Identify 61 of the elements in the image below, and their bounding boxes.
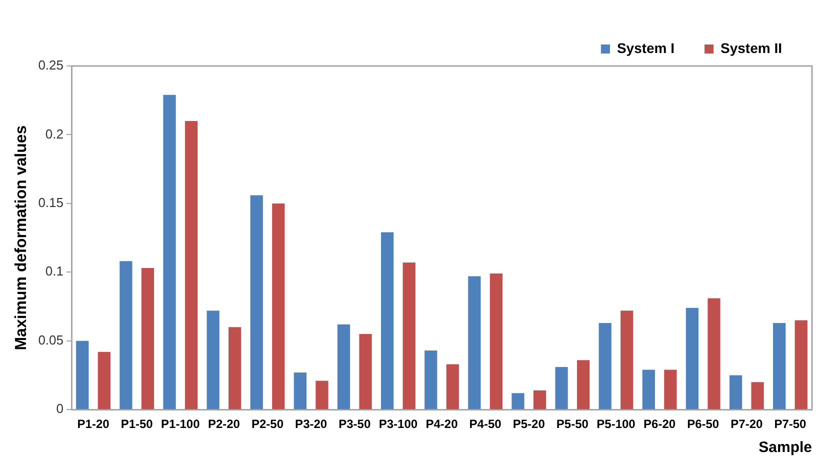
x-tick-label: P6-50 (687, 417, 720, 432)
x-tick-label: P2-20 (208, 417, 240, 432)
x-tick-label: P4-20 (426, 417, 458, 432)
bar (512, 393, 524, 410)
x-tick-label: P7-50 (774, 417, 807, 432)
y-tick-label: 0.2 (45, 126, 64, 142)
y-tick-label: 0.1 (45, 264, 64, 279)
x-axis-title: Sample (758, 439, 812, 456)
x-tick-label: P3-100 (378, 417, 418, 432)
bar (555, 366, 568, 410)
bar (708, 298, 720, 410)
x-tick-label: P6-20 (644, 417, 676, 432)
x-tick-label: P2-50 (252, 417, 284, 432)
bar (184, 120, 198, 410)
bar (490, 274, 503, 410)
x-tick-label: P5-100 (596, 417, 636, 432)
x-tick-label: P1-100 (161, 417, 200, 432)
bar (316, 380, 328, 410)
y-tick-label: 0.05 (38, 332, 64, 348)
y-axis-title: Maximum deformation values (13, 125, 30, 350)
bar (533, 390, 546, 410)
y-tick-label: 0 (56, 401, 64, 416)
x-tick-label: P1-50 (120, 417, 154, 432)
bar (642, 370, 655, 410)
bar (141, 268, 154, 410)
bar (272, 203, 285, 410)
legend-label: System II (720, 40, 782, 56)
bar (359, 334, 372, 410)
x-tick-label: P5-50 (556, 417, 589, 432)
x-tick-label: P1-20 (77, 417, 110, 432)
bar (380, 232, 394, 410)
bar (686, 308, 699, 410)
x-tick-label: P4-50 (469, 417, 502, 432)
bar (577, 360, 590, 410)
bar (598, 323, 612, 410)
bar (729, 375, 742, 410)
bar (206, 310, 220, 410)
y-tick-label: 0.15 (38, 195, 64, 210)
x-tick-label: P7-20 (730, 417, 763, 432)
bar (424, 350, 438, 410)
bar (446, 364, 459, 410)
bar (794, 320, 808, 410)
bar (751, 382, 764, 410)
x-tick-label: P5-20 (512, 417, 546, 432)
bar (163, 94, 176, 410)
bar (120, 261, 132, 410)
bar (773, 323, 786, 410)
bar (337, 324, 350, 410)
bar (664, 370, 677, 410)
legend-label: System I (616, 40, 675, 56)
bar (620, 310, 634, 410)
bar (98, 352, 110, 410)
bar (250, 195, 263, 410)
bar (76, 340, 89, 410)
x-tick-label: P3-50 (338, 417, 371, 432)
bar (228, 327, 242, 410)
bar (402, 262, 416, 410)
x-tick-label: P3-20 (295, 417, 328, 432)
bar (468, 276, 481, 410)
bar (294, 372, 306, 410)
y-tick-label: 0.25 (38, 58, 64, 73)
